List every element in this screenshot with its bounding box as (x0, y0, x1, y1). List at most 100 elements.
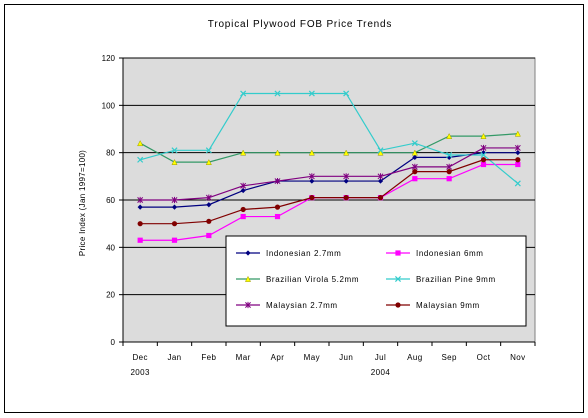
year-label: 2004 (371, 368, 391, 377)
legend-label: Brazilian Virola 5.2mm (266, 275, 359, 284)
legend-item: Indonesian 6mm (386, 249, 483, 258)
legend-item: Malaysian 9mm (386, 301, 479, 310)
data-point (274, 90, 281, 97)
x-tick-label: Apr (271, 353, 285, 362)
data-point (274, 149, 281, 156)
legend-box (225, 235, 527, 327)
series-6 (137, 157, 521, 227)
data-point (274, 204, 281, 210)
x-tick-label: Nov (510, 353, 525, 362)
data-point (377, 195, 384, 201)
series-line (140, 92, 519, 184)
data-point (514, 130, 521, 137)
axes: 0 20 40 60 80 100 120 Dec Jan Feb Mar Apr May Jun Jul A… (102, 54, 536, 377)
data-point (480, 132, 487, 139)
data-point (343, 90, 350, 97)
data-point (411, 140, 418, 147)
data-point (411, 163, 418, 170)
legend-item: Brazilian Pine 9mm (386, 275, 496, 284)
series-5 (137, 144, 521, 204)
data-point (137, 140, 144, 147)
y-tick-label: 80 (106, 149, 115, 158)
series-3 (137, 130, 521, 165)
data-point (412, 176, 418, 182)
x-tick-label: Jul (375, 353, 386, 362)
data-point (240, 149, 247, 156)
data-point (137, 221, 143, 227)
legend-swatch-marker (394, 275, 402, 283)
y-tick-label: 120 (102, 54, 116, 63)
data-point (274, 213, 281, 220)
data-point (446, 169, 452, 175)
data-point (343, 173, 350, 180)
data-point (412, 169, 418, 175)
x-tick-label: Dec (132, 353, 147, 362)
data-point (515, 161, 521, 168)
data-point (515, 150, 521, 156)
data-point (343, 195, 349, 201)
y-tick-label: 20 (106, 291, 115, 300)
data-point (514, 144, 521, 152)
series-4 (137, 90, 521, 187)
legend-item: Indonesian 2.7mm (236, 249, 341, 258)
data-point (343, 149, 350, 156)
data-point (205, 158, 212, 165)
data-point (274, 177, 281, 185)
data-point (446, 163, 453, 170)
data-point (514, 180, 521, 187)
data-point (171, 147, 178, 154)
x-tick-label: Jan (167, 353, 181, 362)
data-point (480, 157, 487, 163)
data-point (240, 213, 246, 220)
series-lines (137, 90, 521, 243)
data-point (308, 149, 315, 156)
data-point (205, 194, 212, 201)
series-line (140, 152, 518, 208)
y-tick-label: 60 (106, 196, 115, 205)
legend-label: Brazilian Pine 9mm (416, 275, 496, 284)
x-tick-label: Jun (339, 353, 353, 362)
x-tick-label: Aug (407, 353, 422, 362)
data-point (240, 90, 247, 97)
data-point (206, 218, 212, 224)
data-point (137, 196, 144, 204)
y-tick-label: 40 (106, 243, 115, 252)
series-line (140, 147, 518, 201)
year-label: 2003 (130, 368, 150, 377)
legend-item: Brazilian Virola 5.2mm (236, 275, 359, 284)
data-point (377, 147, 384, 154)
x-tick-label: May (304, 353, 320, 362)
y-tick-label: 0 (111, 338, 116, 347)
data-point (377, 178, 384, 184)
data-point (171, 221, 178, 227)
series-line (139, 133, 518, 163)
data-point (377, 173, 384, 180)
data-point (446, 152, 453, 159)
legend-swatch-marker (245, 250, 251, 256)
y-tick-label: 100 (102, 101, 116, 110)
data-point (137, 237, 143, 243)
data-point (343, 178, 349, 184)
legend-swatch-marker (395, 302, 401, 308)
legend-swatch-marker (245, 301, 251, 309)
data-point (446, 132, 453, 139)
series-line (140, 159, 518, 225)
data-point (171, 196, 178, 204)
data-point (411, 149, 418, 156)
data-point (171, 158, 178, 165)
data-point (171, 204, 178, 210)
data-point (309, 195, 315, 201)
chart-frame: Tropical Plywood FOB Price Trends Price … (4, 4, 584, 413)
data-point (309, 178, 315, 184)
data-point (480, 152, 487, 159)
chart-title: Tropical Plywood FOB Price Trends (208, 19, 392, 30)
data-point (171, 237, 178, 243)
data-point (240, 182, 247, 189)
data-point (205, 147, 212, 154)
legend-label: Malaysian 2.7mm (266, 301, 338, 310)
data-point (377, 149, 384, 156)
data-point (480, 144, 487, 152)
legend-swatch-marker (395, 250, 401, 256)
series-1 (137, 150, 521, 210)
data-point (240, 187, 246, 194)
